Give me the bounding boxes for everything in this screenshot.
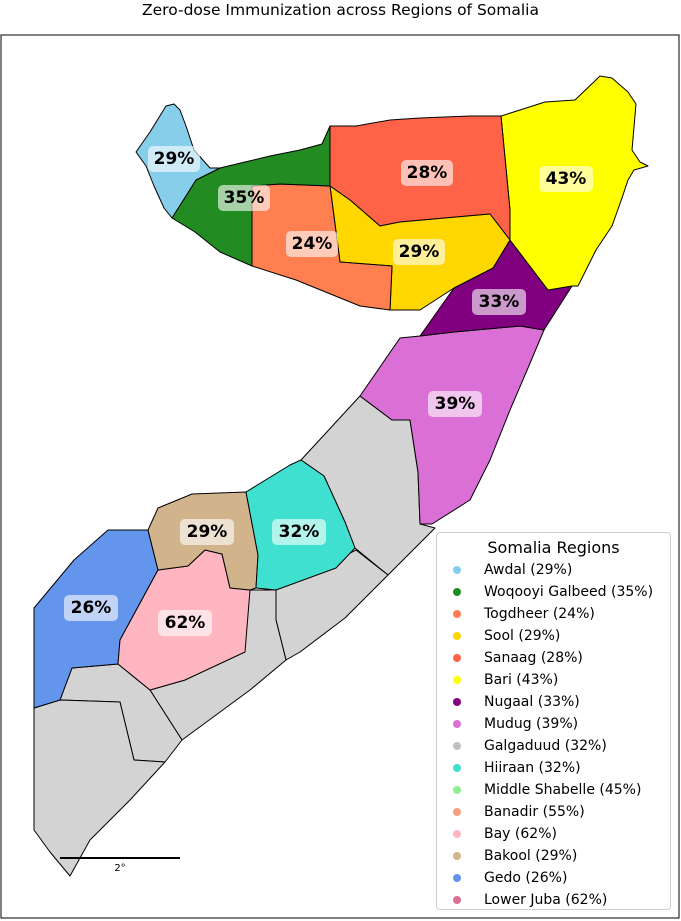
legend-marker [453, 786, 461, 794]
legend-label: Hiiraan (32%) [484, 760, 581, 776]
legend-marker [453, 830, 461, 838]
legend-marker [453, 896, 461, 904]
label-hiiraan: 32% [272, 519, 326, 545]
legend-label: Gedo (26%) [484, 870, 568, 886]
legend-marker [453, 808, 461, 816]
scale-bar-label: 2° [114, 863, 125, 874]
label-togdheer: 24% [286, 231, 338, 257]
legend-marker [453, 610, 461, 618]
legend-marker [453, 720, 461, 728]
scale-bar: 2° [60, 857, 180, 874]
label-hiiraan-text: 32% [279, 522, 320, 542]
label-bay: 62% [158, 610, 212, 636]
legend-item: Lower Juba (62%) [437, 889, 670, 911]
legend-marker [453, 654, 461, 662]
unmatched-regions [33, 395, 436, 877]
legend-marker [453, 874, 461, 882]
legend-item: Banadir (55%) [437, 801, 670, 823]
legend-label: Lower Juba (62%) [484, 892, 608, 908]
label-gedo: 26% [64, 595, 118, 621]
label-nugaal: 33% [472, 289, 526, 315]
legend-item: Sanaag (28%) [437, 647, 670, 669]
legend-item: Gedo (26%) [437, 867, 670, 889]
legend-marker [453, 764, 461, 772]
legend-item: Bari (43%) [437, 669, 670, 691]
legend-label: Mudug (39%) [484, 716, 579, 732]
label-woqooyi-galbeed: 35% [218, 185, 270, 211]
legend-item: Galgaduud (32%) [437, 735, 670, 757]
legend-label: Sanaag (28%) [484, 650, 583, 666]
label-woqooyi-galbeed-text: 35% [224, 188, 265, 208]
legend-item: Bakool (29%) [437, 845, 670, 867]
map-frame [0, 34, 680, 919]
label-awdal: 29% [148, 146, 200, 172]
legend-marker [453, 632, 461, 640]
legend-marker [453, 742, 461, 750]
legend-label: Nugaal (33%) [484, 694, 580, 710]
legend-label: Bakool (29%) [484, 848, 578, 864]
label-bay-text: 62% [165, 613, 206, 633]
region-lower-juba-area [33, 699, 166, 877]
legend-item: Hiiraan (32%) [437, 757, 670, 779]
label-bakool: 29% [180, 519, 234, 545]
label-awdal-text: 29% [154, 149, 195, 169]
legend-marker [453, 588, 461, 596]
label-sool-text: 29% [399, 242, 440, 262]
legend-label: Woqooyi Galbeed (35%) [484, 584, 654, 600]
legend-marker [453, 676, 461, 684]
label-gedo-text: 26% [71, 598, 112, 618]
legend-marker [453, 852, 461, 860]
legend-item: Togdheer (24%) [437, 603, 670, 625]
legend-item: Woqooyi Galbeed (35%) [437, 581, 670, 603]
legend-label: Banadir (55%) [484, 804, 585, 820]
label-togdheer-text: 24% [292, 234, 333, 254]
label-sanaag: 28% [401, 160, 453, 186]
label-bakool-text: 29% [187, 522, 228, 542]
region-labels: 29% 35% 24% 29% 28% 43% 33% 39% [64, 146, 593, 636]
label-nugaal-text: 33% [479, 292, 520, 312]
legend-label: Middle Shabelle (45%) [484, 782, 642, 798]
legend-item: Awdal (29%) [437, 559, 670, 581]
legend-marker [453, 698, 461, 706]
legend-item: Middle Shabelle (45%) [437, 779, 670, 801]
legend-label: Sool (29%) [484, 628, 561, 644]
label-mudug: 39% [428, 391, 482, 417]
legend-label: Awdal (29%) [484, 562, 573, 578]
legend-item: Nugaal (33%) [437, 691, 670, 713]
legend-item: Bay (62%) [437, 823, 670, 845]
legend-label: Bari (43%) [484, 672, 559, 688]
map-title: Zero-dose Immunization across Regions of… [142, 1, 539, 19]
legend-item: Sool (29%) [437, 625, 670, 647]
legend-label: Togdheer (24%) [484, 606, 595, 622]
legend-label: Galgaduud (32%) [484, 738, 607, 754]
label-sool: 29% [393, 239, 445, 265]
legend-item: Mudug (39%) [437, 713, 670, 735]
label-bari: 43% [539, 166, 593, 192]
legend-title: Somalia Regions [487, 538, 620, 557]
label-bari-text: 43% [546, 169, 587, 189]
legend-marker [453, 566, 461, 574]
legend-label: Bay (62%) [484, 826, 557, 842]
label-mudug-text: 39% [435, 394, 476, 414]
legend: Somalia Regions Awdal (29%) Woqooyi Galb… [436, 532, 671, 910]
label-sanaag-text: 28% [407, 163, 448, 183]
